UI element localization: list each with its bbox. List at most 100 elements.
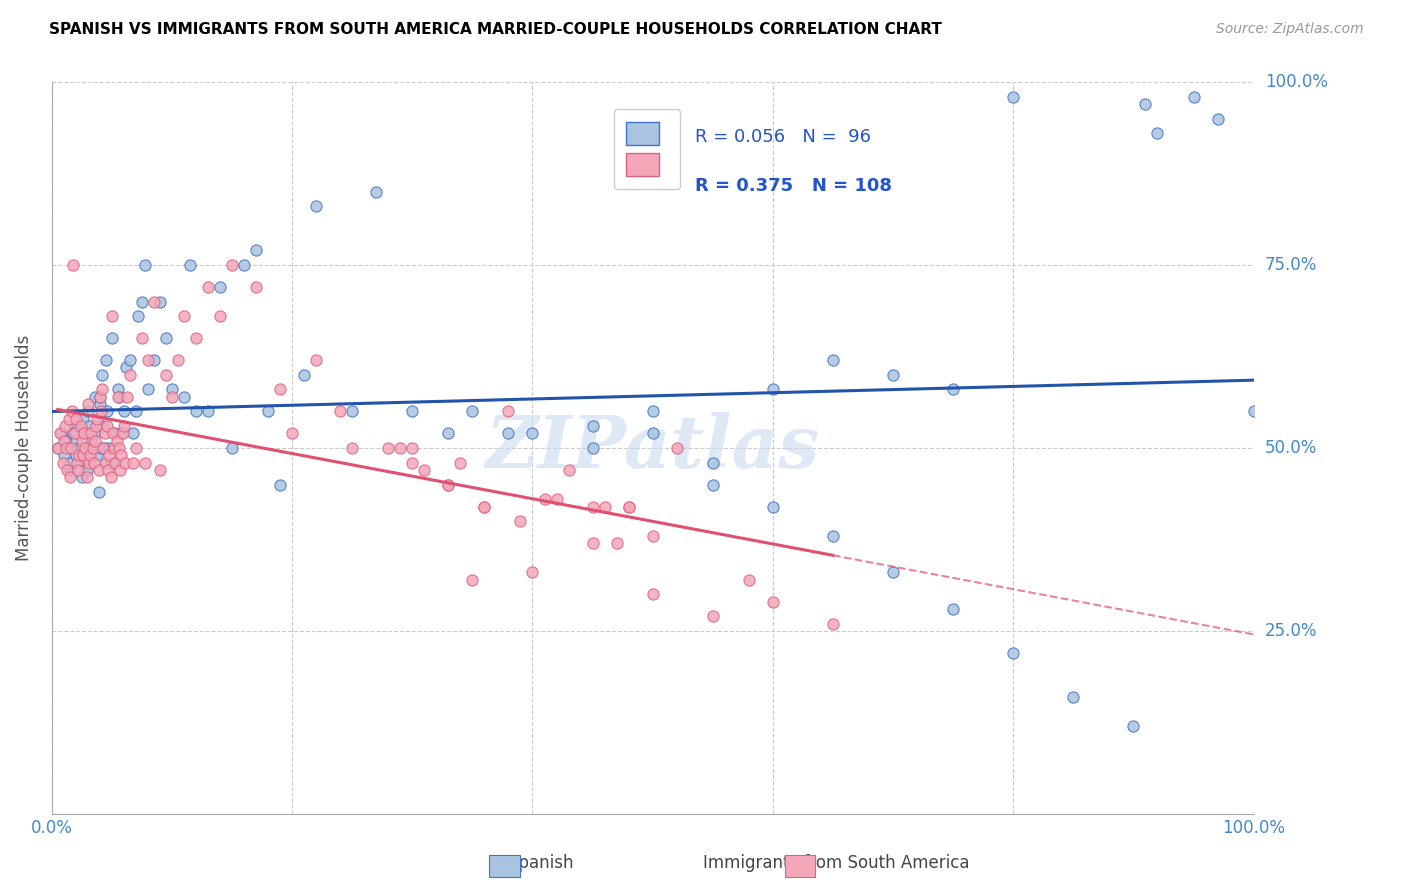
Point (184, 331, 207, 345)
Point (112, 404, 135, 418)
Point (101, 426, 124, 441)
Text: R = 0.056   N =  96: R = 0.056 N = 96 (695, 128, 870, 146)
Point (366, 185, 388, 199)
Point (305, 199, 328, 213)
Point (498, 426, 520, 441)
Point (702, 456, 724, 470)
Point (257, 404, 280, 418)
Point (67, 441, 90, 455)
Point (100, 456, 122, 470)
Point (593, 500, 616, 514)
Point (437, 426, 460, 441)
Point (51, 426, 73, 441)
Point (149, 463, 172, 477)
Point (136, 353, 159, 368)
Point (641, 529, 664, 543)
Point (86, 448, 108, 462)
Point (1062, 690, 1084, 704)
Point (401, 404, 423, 418)
Point (59, 441, 82, 455)
Point (134, 258, 156, 272)
Text: Spanish: Spanish (509, 855, 574, 872)
Point (79, 441, 101, 455)
Point (80, 426, 103, 441)
Point (90, 404, 112, 418)
Point (821, 529, 844, 543)
Point (942, 383, 965, 397)
Point (197, 280, 219, 294)
Point (100, 470, 122, 484)
Point (342, 404, 364, 418)
Point (76, 470, 98, 484)
Point (342, 441, 364, 455)
Point (98, 448, 121, 462)
Point (107, 383, 129, 397)
Point (546, 492, 568, 507)
Point (509, 514, 531, 528)
Point (762, 383, 785, 397)
Point (413, 463, 436, 477)
Point (1135, 97, 1157, 112)
Point (292, 368, 315, 382)
Point (65, 448, 87, 462)
Point (96, 404, 118, 418)
Point (329, 404, 352, 418)
Point (522, 566, 544, 580)
Point (377, 441, 399, 455)
Point (94, 353, 117, 368)
Point (89, 390, 111, 404)
Point (882, 368, 904, 382)
Point (56, 463, 79, 477)
Point (179, 258, 201, 272)
Point (84, 434, 107, 448)
Point (167, 353, 190, 368)
Point (58, 411, 80, 425)
Text: 100.0%: 100.0% (1265, 73, 1327, 91)
Point (136, 383, 159, 397)
Point (208, 310, 231, 324)
Point (173, 390, 195, 404)
Point (1182, 89, 1205, 103)
Point (98, 441, 121, 455)
Point (821, 353, 844, 368)
Point (401, 456, 423, 470)
Point (1002, 89, 1025, 103)
Point (581, 536, 603, 550)
Point (70, 470, 93, 484)
Point (101, 331, 124, 345)
Point (155, 368, 177, 382)
Point (93, 426, 115, 441)
Point (245, 244, 267, 258)
Point (111, 426, 134, 441)
Point (1002, 646, 1025, 660)
Point (269, 383, 291, 397)
Point (76, 426, 98, 441)
Point (59, 456, 82, 470)
Point (86, 411, 108, 425)
Point (1122, 719, 1144, 733)
Point (942, 602, 965, 616)
Point (882, 566, 904, 580)
Point (437, 477, 460, 491)
Point (103, 426, 125, 441)
Text: Immigrants from South America: Immigrants from South America (703, 855, 970, 872)
Point (581, 441, 603, 455)
Point (127, 310, 149, 324)
Point (702, 609, 724, 624)
Point (115, 360, 138, 375)
Point (73, 426, 96, 441)
Point (702, 477, 724, 491)
Point (112, 419, 135, 434)
Point (122, 426, 145, 441)
Point (53, 419, 76, 434)
Point (67, 463, 90, 477)
Point (51, 456, 73, 470)
Point (93, 441, 115, 455)
Point (389, 441, 412, 455)
Point (89, 390, 111, 404)
Point (581, 500, 603, 514)
Point (77, 419, 100, 434)
Point (46, 441, 69, 455)
Point (62, 258, 84, 272)
Point (91, 368, 114, 382)
